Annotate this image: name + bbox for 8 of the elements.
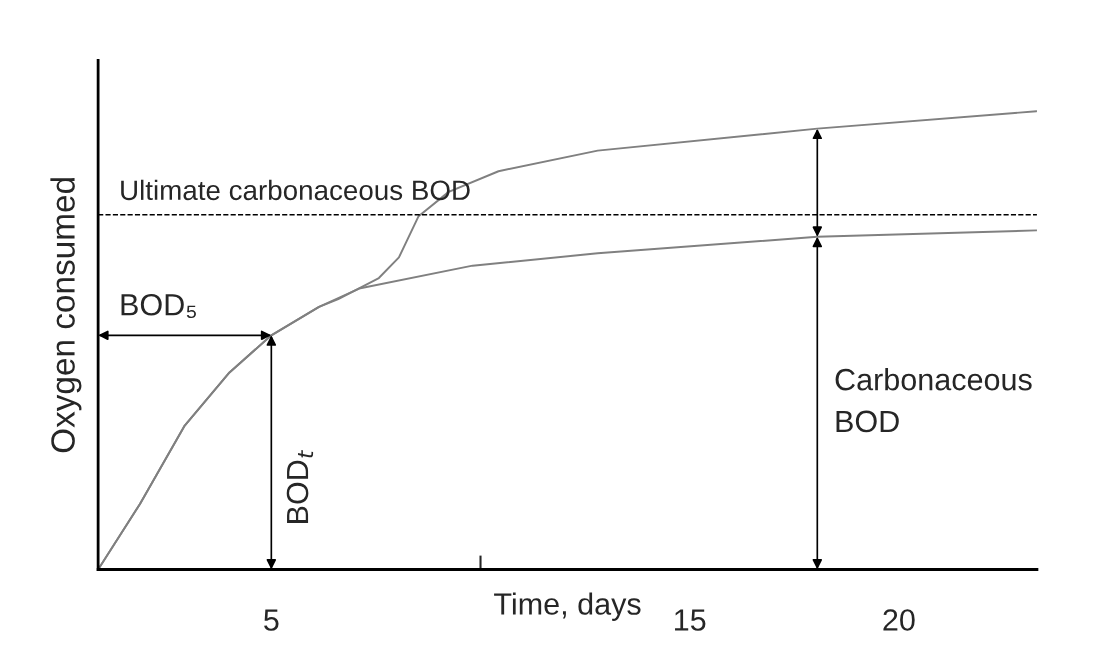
x-tick-label: 20: [883, 609, 915, 631]
x-tick-label: 15: [675, 609, 706, 631]
x-tick-label: 5: [264, 609, 279, 631]
x-axis-title: Time, days: [494, 592, 641, 621]
y-axis-title: Oxygen consumed: [50, 178, 82, 453]
annotation: Carbonaceous BOD: [835, 368, 1032, 433]
annotation: BOD$_{t}$: [286, 449, 314, 523]
annotation: BOD₅: [121, 293, 196, 318]
